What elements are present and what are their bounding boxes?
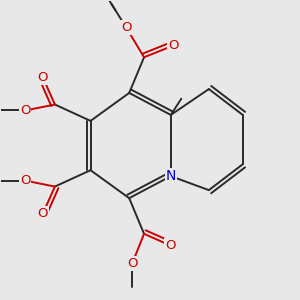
Text: O: O: [166, 239, 176, 252]
Text: O: O: [169, 39, 179, 52]
Text: O: O: [127, 257, 137, 270]
Text: O: O: [20, 104, 30, 117]
Text: O: O: [121, 21, 131, 34]
Text: O: O: [38, 207, 48, 220]
Text: N: N: [166, 169, 176, 183]
Text: O: O: [20, 174, 30, 187]
Text: O: O: [38, 71, 48, 84]
